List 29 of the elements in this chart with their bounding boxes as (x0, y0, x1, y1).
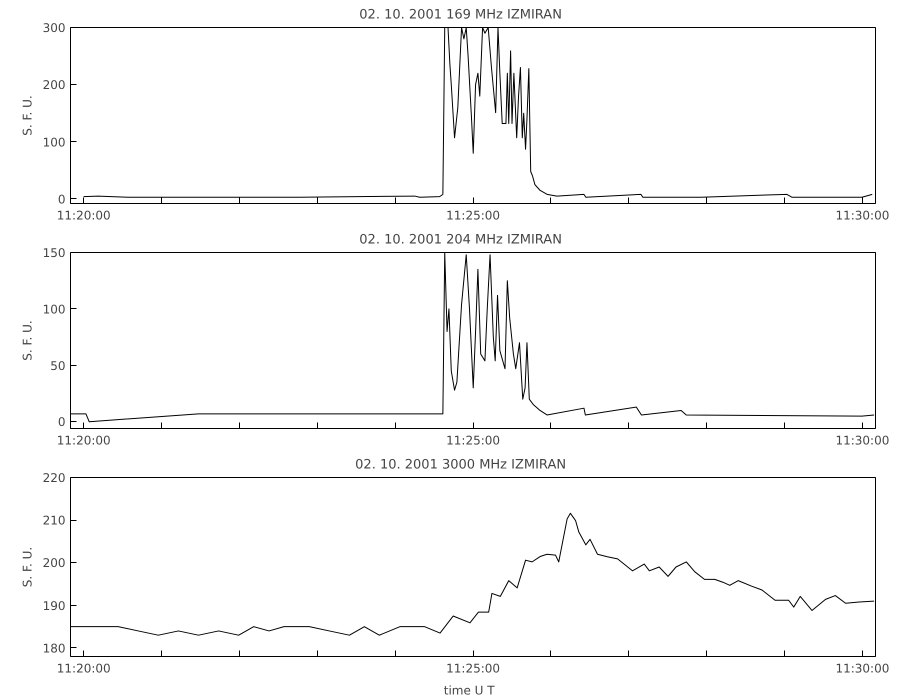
y-axis-title: S. F. U. (20, 95, 35, 136)
x-tick-label: 11:30:00 (835, 662, 890, 676)
y-tick-label: 300 (42, 21, 66, 35)
y-tick-label: 150 (42, 246, 66, 260)
x-tick-label: 11:25:00 (446, 662, 500, 676)
x-tick-label: 11:25:00 (446, 208, 500, 222)
x-tick-label: 11:25:00 (446, 434, 500, 448)
y-axis-title: S. F. U. (20, 546, 35, 588)
y-axis-title: S. F. U. (20, 320, 35, 361)
x-tick-label: 11:30:00 (835, 208, 890, 222)
x-tick-label: 11:30:00 (835, 434, 890, 448)
y-tick-label: 0 (58, 415, 66, 430)
x-axis-title: time U T (444, 684, 496, 698)
y-tick-label: 200 (42, 78, 66, 92)
chart-title: 02. 10. 2001 204 MHz IZMIRAN (359, 232, 562, 248)
x-tick-label: 11:20:00 (56, 208, 111, 222)
y-tick-label: 190 (42, 598, 66, 613)
y-tick-label: 50 (50, 358, 66, 373)
y-tick-label: 210 (42, 514, 66, 528)
x-tick-label: 11:20:00 (56, 662, 111, 676)
chart-title: 02. 10. 2001 3000 MHz IZMIRAN (355, 458, 566, 472)
chart-title: 02. 10. 2001 169 MHz IZMIRAN (359, 8, 562, 22)
y-tick-label: 180 (42, 641, 66, 656)
y-tick-label: 100 (42, 135, 66, 150)
y-tick-label: 200 (42, 556, 66, 570)
x-tick-label: 11:20:00 (56, 434, 111, 448)
y-tick-label: 0 (58, 192, 66, 206)
y-tick-label: 100 (42, 302, 66, 316)
y-tick-label: 220 (42, 471, 66, 485)
